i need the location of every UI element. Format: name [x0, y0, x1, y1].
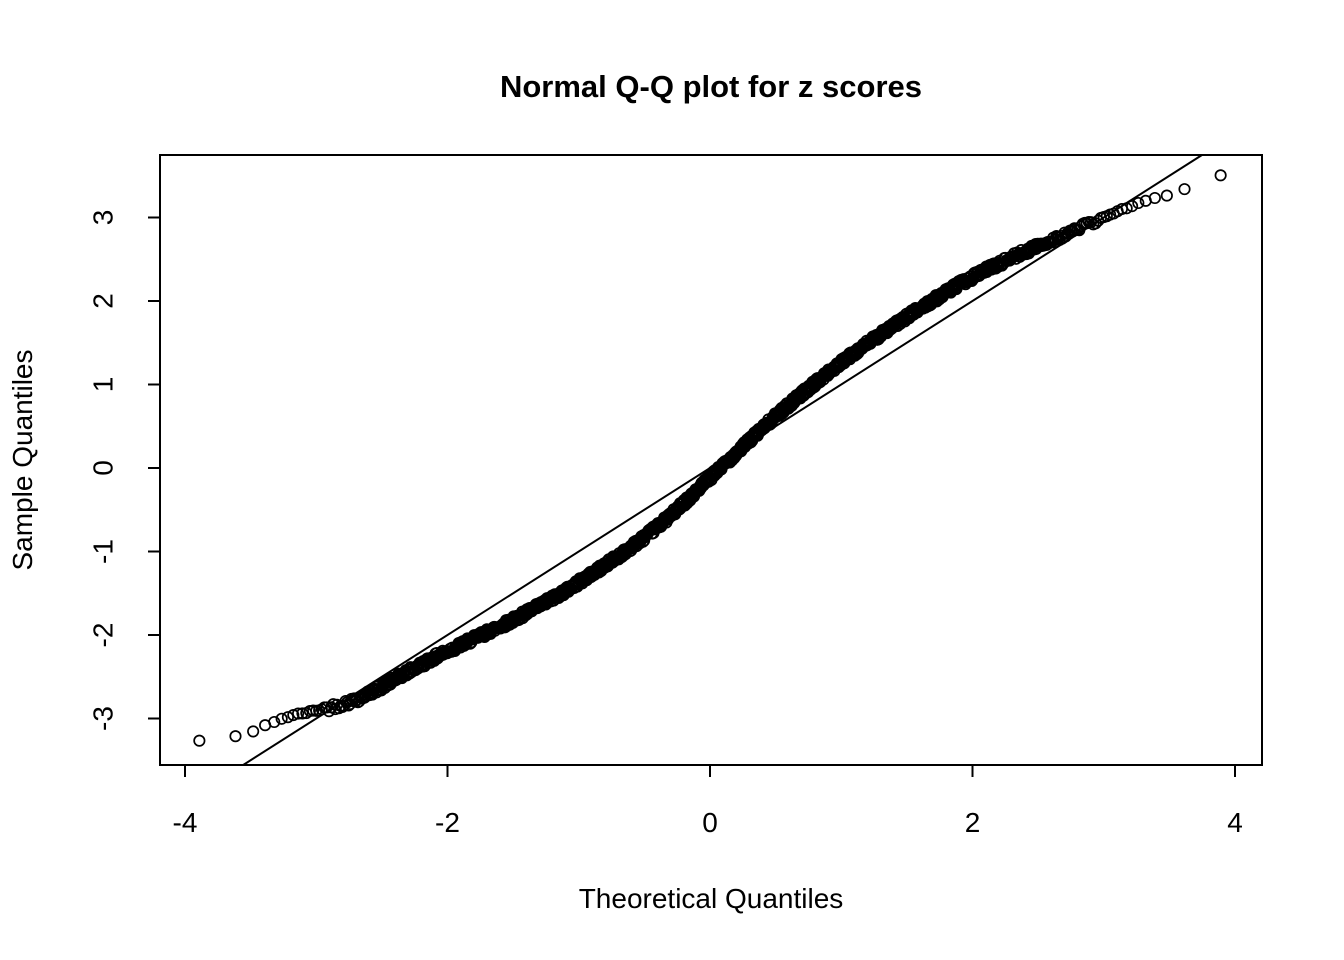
qq-point	[1160, 189, 1173, 202]
qq-point	[229, 730, 242, 743]
qq-point	[268, 715, 281, 729]
y-tick-label: 2	[88, 293, 119, 309]
x-tick-label: 2	[965, 807, 981, 838]
y-tick-label: 1	[88, 377, 119, 393]
qq-point	[247, 725, 260, 738]
qq-point	[296, 707, 309, 720]
x-tick-label: -2	[435, 807, 460, 838]
y-tick-label: -2	[88, 623, 119, 648]
reference-line	[242, 154, 1203, 766]
y-tick-label: 0	[88, 460, 119, 476]
y-tick-label: -1	[88, 539, 119, 564]
qq-points	[193, 169, 1227, 747]
y-axis-title: Sample Quantiles	[7, 349, 38, 570]
y-tick-label: 3	[88, 210, 119, 226]
qq-point	[1126, 200, 1139, 213]
x-tick-label: 4	[1227, 807, 1243, 838]
qq-point	[1132, 196, 1145, 210]
qq-point	[292, 707, 305, 720]
qq-point	[193, 734, 206, 747]
qq-point	[1178, 183, 1191, 196]
y-tick-label: -3	[88, 706, 119, 731]
y-axis-ticks: -3 -2 -1 0 1 2 3	[88, 210, 160, 731]
chart-title: Normal Q-Q plot for z scores	[500, 69, 922, 104]
x-axis-title: Theoretical Quantiles	[579, 883, 844, 914]
qq-point	[287, 708, 300, 722]
x-tick-label: 0	[702, 807, 718, 838]
qq-point	[1148, 191, 1161, 205]
qq-point	[1214, 169, 1227, 182]
qq-point	[275, 712, 288, 725]
x-axis-ticks: -4 -2 0 2 4	[173, 765, 1243, 838]
x-tick-label: -4	[173, 807, 198, 838]
qq-point	[281, 711, 294, 724]
plot-box	[159, 154, 1263, 766]
